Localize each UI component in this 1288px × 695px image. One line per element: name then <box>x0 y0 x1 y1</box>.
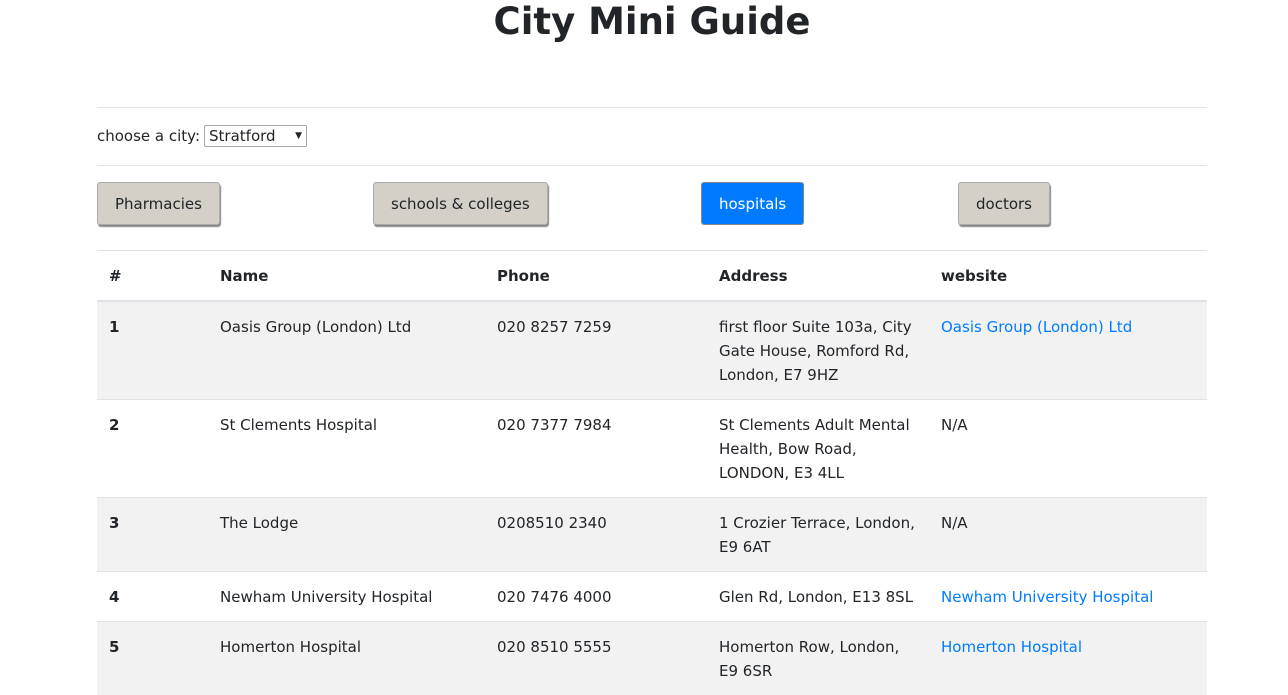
row-phone: 020 7476 4000 <box>485 572 707 622</box>
row-website: Newham University Hospital <box>929 572 1207 622</box>
row-phone: 020 7377 7984 <box>485 400 707 498</box>
row-phone: 0208510 2340 <box>485 498 707 572</box>
row-website: Homerton Hospital <box>929 622 1207 695</box>
row-address: Glen Rd, London, E13 8SL <box>707 572 929 622</box>
row-phone: 020 8257 7259 <box>485 301 707 400</box>
city-select-value: Stratford <box>209 127 276 145</box>
doctors-button[interactable]: doctors <box>958 182 1050 225</box>
website-link[interactable]: Newham University Hospital <box>941 588 1153 606</box>
hospitals-button[interactable]: hospitals <box>701 182 804 225</box>
row-address: first floor Suite 103a, City Gate House,… <box>707 301 929 400</box>
website-link[interactable]: Oasis Group (London) Ltd <box>941 318 1132 336</box>
row-name: St Clements Hospital <box>208 400 485 498</box>
row-number: 5 <box>97 622 208 695</box>
col-header-number: # <box>97 251 208 302</box>
row-address: 1 Crozier Terrace, London, E9 6AT <box>707 498 929 572</box>
row-address: Homerton Row, London, E9 6SR <box>707 622 929 695</box>
row-phone: 020 8510 5555 <box>485 622 707 695</box>
row-number: 4 <box>97 572 208 622</box>
city-selector-row: choose a city: Stratford ▼ <box>97 125 307 147</box>
row-name: Homerton Hospital <box>208 622 485 695</box>
row-number: 1 <box>97 301 208 400</box>
row-website: N/A <box>929 400 1207 498</box>
city-label: choose a city: <box>97 127 200 145</box>
row-website: N/A <box>929 498 1207 572</box>
table-header-row: # Name Phone Address website <box>97 251 1207 302</box>
col-header-address: Address <box>707 251 929 302</box>
website-link[interactable]: Homerton Hospital <box>941 638 1082 656</box>
page-title: City Mini Guide <box>0 0 1288 44</box>
divider <box>97 107 1207 108</box>
row-name: Oasis Group (London) Ltd <box>208 301 485 400</box>
dropdown-arrow-icon: ▼ <box>295 131 302 141</box>
col-header-phone: Phone <box>485 251 707 302</box>
row-name: The Lodge <box>208 498 485 572</box>
row-address: St Clements Adult Mental Health, Bow Roa… <box>707 400 929 498</box>
col-header-name: Name <box>208 251 485 302</box>
schools-colleges-button[interactable]: schools & colleges <box>373 182 548 225</box>
row-name: Newham University Hospital <box>208 572 485 622</box>
pharmacies-button[interactable]: Pharmacies <box>97 182 220 225</box>
row-number: 3 <box>97 498 208 572</box>
city-select[interactable]: Stratford ▼ <box>204 125 307 147</box>
divider <box>97 165 1207 166</box>
row-number: 2 <box>97 400 208 498</box>
col-header-website: website <box>929 251 1207 302</box>
row-website: Oasis Group (London) Ltd <box>929 301 1207 400</box>
